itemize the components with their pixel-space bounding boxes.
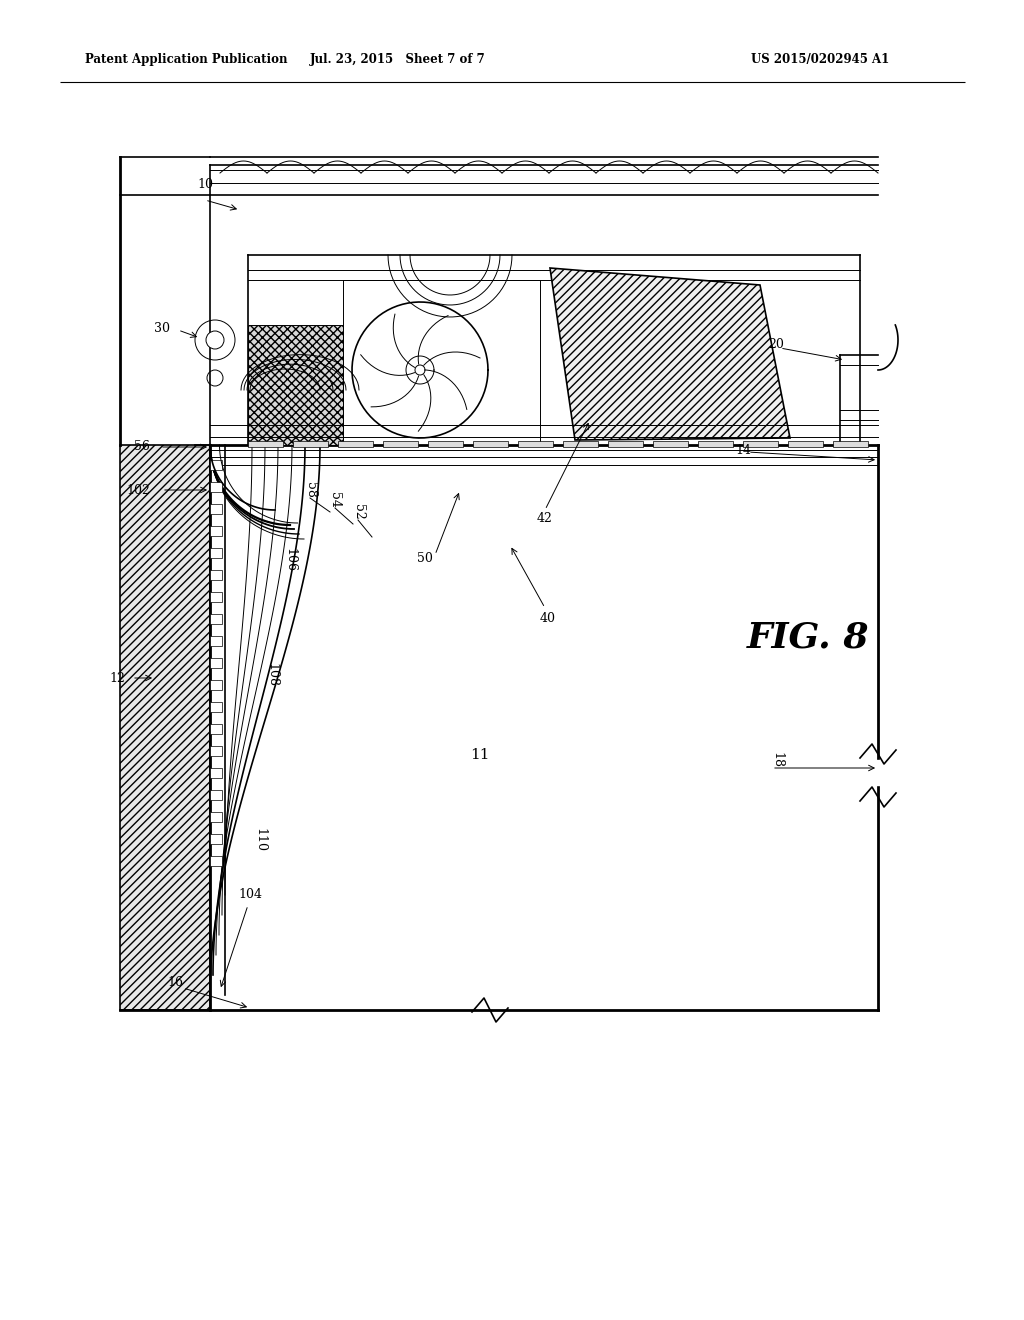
Text: Patent Application Publication: Patent Application Publication	[85, 54, 288, 66]
Text: 56: 56	[134, 441, 150, 454]
Bar	[248, 441, 283, 447]
Bar	[210, 504, 222, 513]
Text: 52: 52	[351, 504, 365, 520]
Bar	[383, 441, 418, 447]
Polygon shape	[550, 268, 790, 440]
Bar	[210, 746, 222, 756]
Bar	[210, 614, 222, 624]
Bar	[608, 441, 643, 447]
Bar	[210, 702, 222, 711]
Circle shape	[206, 331, 224, 348]
Bar	[833, 441, 868, 447]
Bar	[210, 657, 222, 668]
Bar	[210, 548, 222, 558]
Text: 10: 10	[197, 178, 213, 191]
Bar	[788, 441, 823, 447]
Bar	[338, 441, 373, 447]
Bar	[473, 441, 508, 447]
Text: 14: 14	[735, 444, 751, 457]
Text: 58: 58	[303, 482, 316, 498]
Text: 20: 20	[768, 338, 784, 351]
Bar	[248, 325, 343, 445]
Text: 42: 42	[537, 511, 553, 524]
Text: Jul. 23, 2015   Sheet 7 of 7: Jul. 23, 2015 Sheet 7 of 7	[310, 54, 485, 66]
Bar	[210, 855, 222, 866]
Bar	[210, 525, 222, 536]
Bar	[210, 768, 222, 777]
Text: 11: 11	[470, 748, 489, 762]
Text: 104: 104	[238, 888, 262, 902]
Bar	[210, 680, 222, 690]
Bar	[210, 812, 222, 822]
Text: 50: 50	[417, 552, 433, 565]
Text: FIG. 8: FIG. 8	[746, 620, 869, 655]
Bar	[210, 789, 222, 800]
Bar	[210, 834, 222, 843]
Text: 106: 106	[284, 548, 297, 572]
Bar	[210, 591, 222, 602]
Text: 18: 18	[770, 752, 783, 768]
Text: 30: 30	[154, 322, 170, 334]
Bar	[210, 636, 222, 645]
Text: US 2015/0202945 A1: US 2015/0202945 A1	[751, 54, 889, 66]
Bar	[743, 441, 778, 447]
Bar	[210, 482, 222, 492]
Text: 54: 54	[329, 492, 341, 508]
Bar	[563, 441, 598, 447]
Text: 108: 108	[265, 663, 279, 686]
Bar	[698, 441, 733, 447]
Text: 16: 16	[167, 977, 183, 990]
Text: 40: 40	[540, 611, 556, 624]
Bar	[120, 445, 210, 1010]
Text: 12: 12	[110, 672, 125, 685]
Bar	[210, 723, 222, 734]
Bar	[210, 459, 222, 470]
Text: 102: 102	[126, 483, 150, 496]
Text: 110: 110	[254, 828, 266, 851]
Bar	[653, 441, 688, 447]
Bar	[293, 441, 328, 447]
Bar	[518, 441, 553, 447]
Bar	[428, 441, 463, 447]
Bar	[210, 570, 222, 579]
